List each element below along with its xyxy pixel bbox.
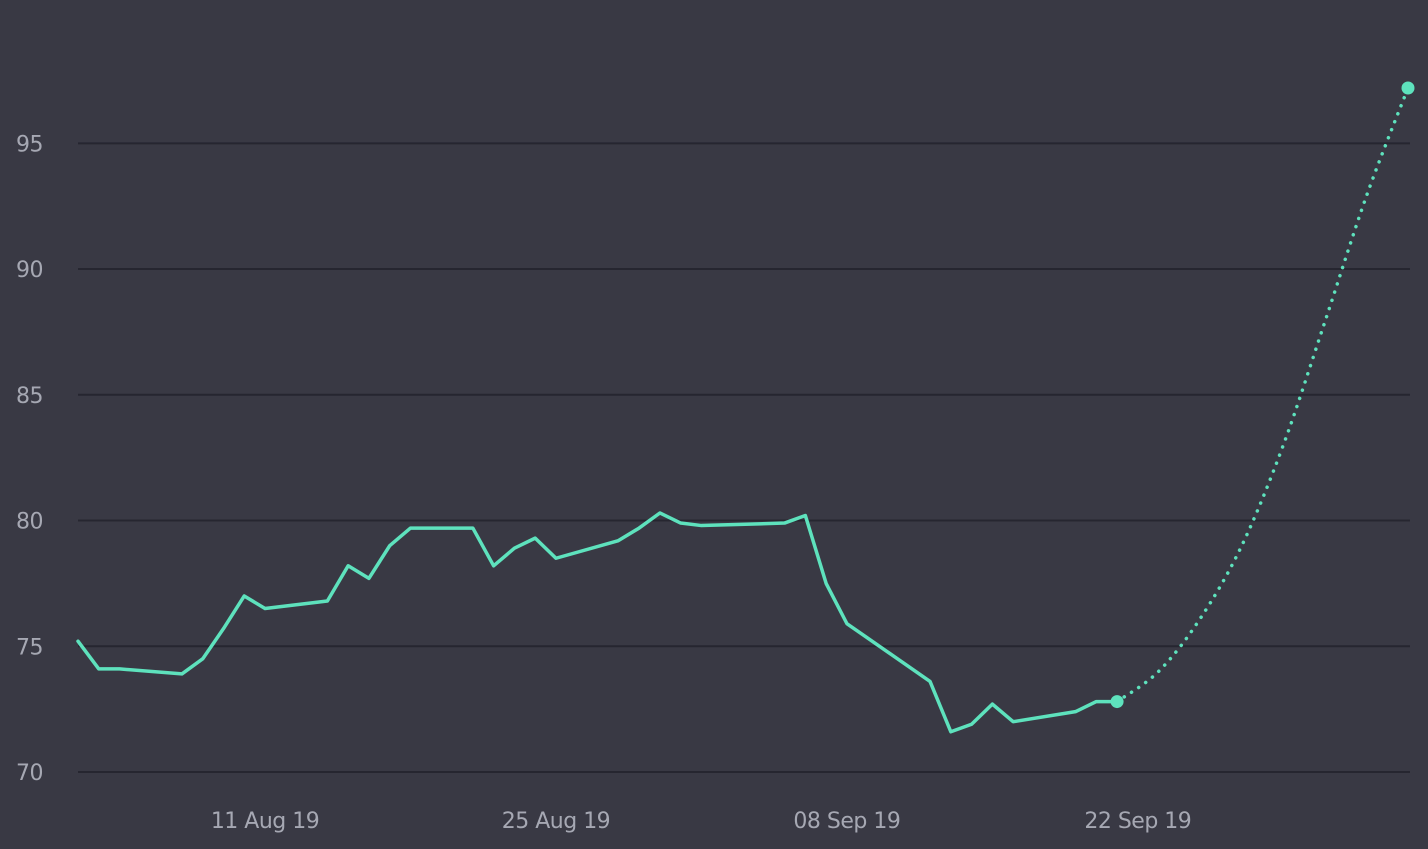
- series-layer: [76, 81, 1415, 734]
- x-tick-label: 11 Aug 19: [211, 809, 319, 834]
- y-tick-label: 80: [16, 510, 43, 535]
- y-tick-label: 90: [16, 258, 43, 283]
- x-axis-ticks: 11 Aug 19 25 Aug 19 08 Sep 19 22 Sep 19: [211, 809, 1192, 834]
- gridlines: [78, 142, 1410, 773]
- price-line: [76, 511, 1119, 734]
- last-value-point[interactable]: [1110, 695, 1124, 709]
- x-tick-label: 22 Sep 19: [1084, 809, 1191, 834]
- x-tick-label: 25 Aug 19: [502, 809, 610, 834]
- y-tick-label: 75: [16, 635, 43, 660]
- projection-end-point[interactable]: [1401, 81, 1415, 95]
- y-tick-label: 85: [16, 384, 43, 409]
- y-tick-label: 70: [16, 761, 43, 786]
- y-axis-ticks: 70 75 80 85 90 95: [16, 132, 44, 786]
- y-tick-label: 95: [16, 132, 43, 157]
- x-tick-label: 08 Sep 19: [793, 809, 900, 834]
- projection-line: [1115, 86, 1410, 704]
